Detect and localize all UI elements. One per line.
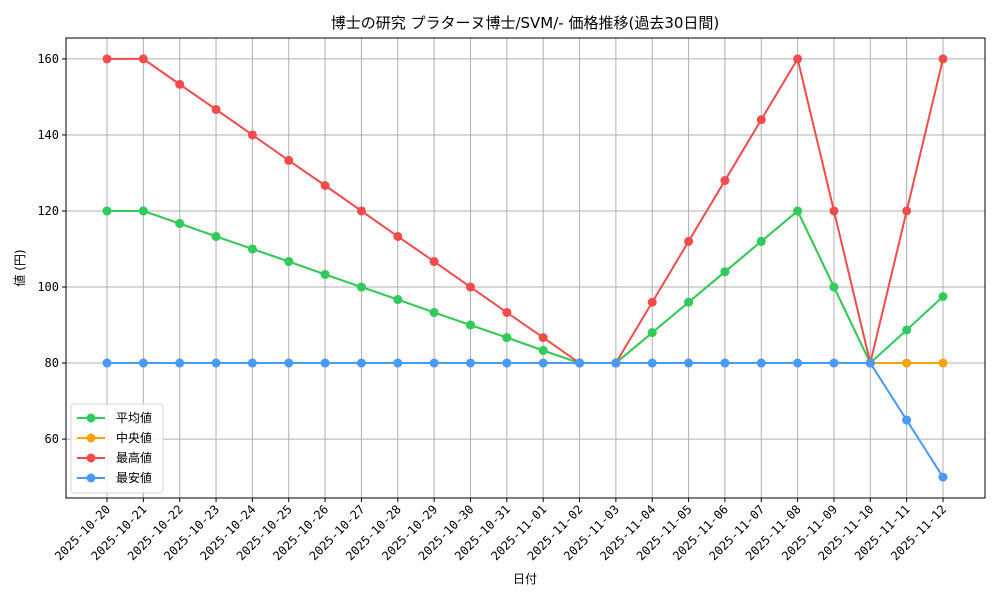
series-最安値: [102, 358, 948, 482]
data-point: [284, 358, 294, 368]
y-tick-label: 120: [37, 204, 59, 218]
data-point: [102, 206, 112, 216]
x-axis-label: 日付: [513, 572, 537, 586]
data-point: [102, 358, 112, 368]
data-point: [684, 236, 694, 246]
legend-marker: [86, 433, 96, 443]
y-tick-label: 80: [45, 356, 59, 370]
data-point: [865, 358, 875, 368]
data-point: [247, 358, 257, 368]
chart-title: 博士の研究 プラターヌ博士/SVM/- 価格推移(過去30日間): [331, 14, 720, 32]
y-tick-label: 160: [37, 52, 59, 66]
data-point: [938, 54, 948, 64]
data-point: [175, 219, 185, 229]
data-point: [356, 358, 366, 368]
data-point: [102, 54, 112, 64]
legend-label: 最安値: [116, 470, 152, 485]
data-point: [284, 155, 294, 165]
data-point: [684, 358, 694, 368]
data-point: [247, 244, 257, 254]
data-point: [211, 358, 221, 368]
data-point: [829, 206, 839, 216]
data-point: [175, 358, 185, 368]
data-point: [465, 282, 475, 292]
data-point: [684, 297, 694, 307]
data-point: [393, 231, 403, 241]
data-point: [938, 472, 948, 482]
legend-label: 平均値: [116, 410, 152, 425]
data-point: [938, 292, 948, 302]
data-point: [393, 358, 403, 368]
data-point: [538, 345, 548, 355]
series-line: [107, 362, 944, 478]
data-point: [575, 358, 585, 368]
data-point: [284, 257, 294, 267]
data-point: [138, 358, 148, 368]
data-point: [538, 333, 548, 343]
series-line: [107, 209, 944, 365]
data-point: [793, 358, 803, 368]
y-tick-label: 140: [37, 128, 59, 142]
data-point: [429, 257, 439, 267]
data-point: [902, 206, 912, 216]
series-line: [107, 56, 944, 365]
data-point: [502, 307, 512, 317]
y-tick-label: 100: [37, 280, 59, 294]
data-point: [429, 307, 439, 317]
data-point: [502, 333, 512, 343]
data-point: [538, 358, 548, 368]
data-point: [647, 358, 657, 368]
legend-label: 最高値: [116, 450, 152, 465]
legend-marker: [86, 413, 96, 423]
y-axis-ticks: 60 80 100 120 140 160: [37, 52, 66, 446]
data-point: [829, 282, 839, 292]
data-point: [720, 267, 730, 277]
data-point: [356, 206, 366, 216]
data-point: [938, 358, 948, 368]
data-point: [502, 358, 512, 368]
series-lines: [102, 54, 948, 482]
data-point: [902, 325, 912, 335]
y-axis-label: 値 (円): [12, 249, 27, 286]
data-point: [756, 115, 766, 125]
data-point: [793, 54, 803, 64]
data-point: [902, 358, 912, 368]
data-point: [720, 358, 730, 368]
y-tick-label: 60: [45, 432, 59, 446]
data-point: [611, 358, 621, 368]
data-point: [756, 236, 766, 246]
legend-frame: [70, 403, 164, 494]
data-point: [829, 358, 839, 368]
data-point: [393, 295, 403, 305]
legend-label: 中央値: [116, 430, 152, 445]
data-point: [465, 320, 475, 330]
data-point: [720, 176, 730, 186]
legend-marker: [86, 453, 96, 463]
data-point: [138, 206, 148, 216]
data-point: [465, 358, 475, 368]
data-point: [138, 54, 148, 64]
data-point: [247, 130, 257, 140]
plot-area-frame: [65, 37, 986, 499]
data-point: [356, 282, 366, 292]
data-point: [320, 358, 330, 368]
data-point: [429, 358, 439, 368]
legend-marker: [86, 473, 96, 483]
data-point: [647, 297, 657, 307]
data-point: [320, 181, 330, 191]
data-point: [902, 415, 912, 425]
data-point: [647, 328, 657, 338]
data-point: [756, 358, 766, 368]
data-point: [211, 104, 221, 114]
data-point: [793, 206, 803, 216]
data-point: [211, 231, 221, 241]
x-axis-ticks: 2025-10-202025-10-212025-10-222025-10-23…: [52, 498, 949, 563]
data-point: [320, 269, 330, 279]
data-point: [175, 79, 185, 89]
